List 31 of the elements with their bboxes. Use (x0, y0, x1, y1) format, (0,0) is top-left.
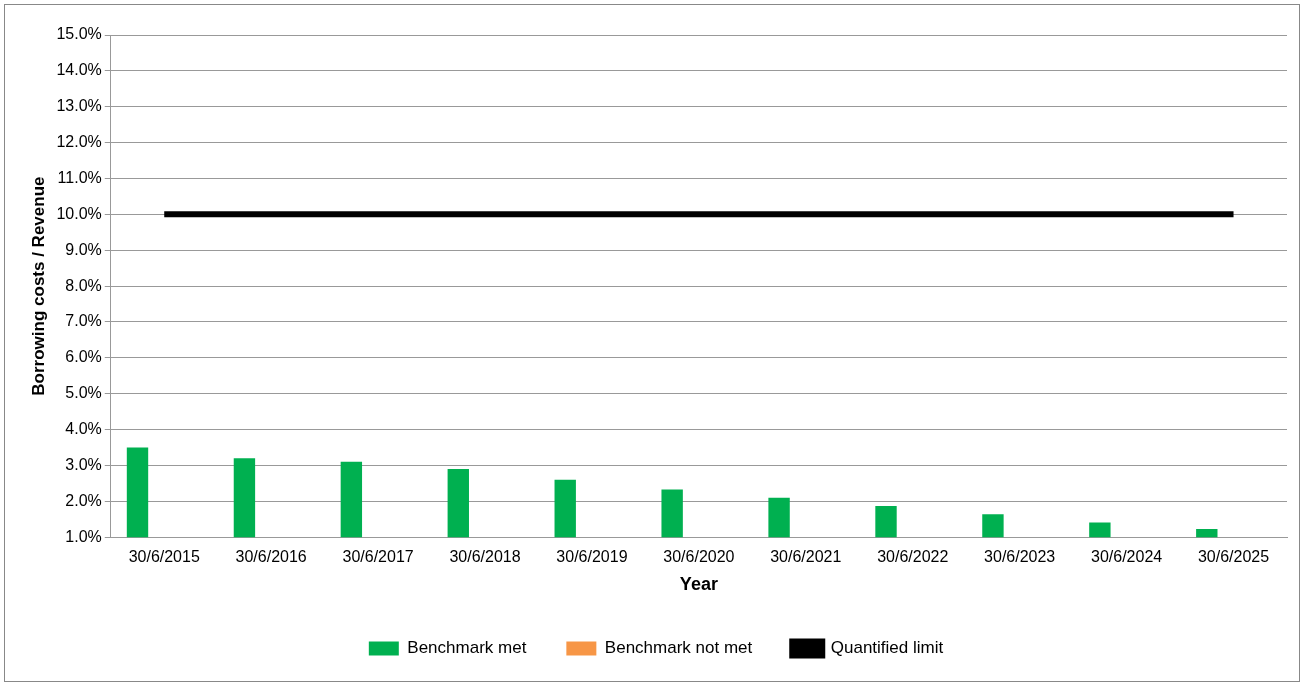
y-tick-label: 14.0% (56, 61, 102, 79)
y-tick-label: 5.0% (65, 384, 102, 402)
x-tick-label: 30/6/2025 (1197, 548, 1270, 566)
y-tick-label: 3.0% (65, 455, 102, 473)
y-tick-label: 9.0% (65, 240, 102, 258)
y-tick-label: 8.0% (65, 276, 102, 294)
x-tick-label: 30/6/2018 (449, 548, 521, 566)
x-tick-label: 30/6/2017 (342, 548, 414, 566)
legend-label: Benchmark not met (604, 638, 753, 658)
y-axis-title: Borrowing costs / Revenue (28, 176, 48, 396)
y-tick-label: 13.0% (56, 97, 102, 115)
x-tick-label: 30/6/2024 (1091, 548, 1163, 566)
legend-label: Benchmark met (407, 638, 527, 658)
x-tick-label: 30/6/2021 (770, 548, 842, 566)
y-tick-label: 7.0% (65, 312, 102, 330)
x-tick-label: 30/6/2015 (128, 548, 200, 566)
y-tick-label: 2.0% (65, 491, 102, 509)
x-tick-label: 30/6/2020 (663, 548, 735, 566)
x-tick-label: 30/6/2023 (984, 548, 1056, 566)
x-axis-title: Year (679, 574, 718, 595)
x-tick-label: 30/6/2019 (556, 548, 628, 566)
x-tick-label: 30/6/2016 (235, 548, 307, 566)
y-tick-label: 10.0% (56, 204, 102, 222)
legend-label: Quantified limit (830, 638, 944, 658)
y-tick-label: 12.0% (56, 133, 102, 151)
y-tick-label: 6.0% (65, 348, 102, 366)
y-tick-label: 11.0% (57, 168, 102, 186)
y-tick-label: 1.0% (65, 527, 102, 545)
y-tick-label: 15.0% (56, 25, 102, 43)
x-tick-label: 30/6/2022 (877, 548, 949, 566)
y-tick-label: 4.0% (65, 419, 102, 437)
